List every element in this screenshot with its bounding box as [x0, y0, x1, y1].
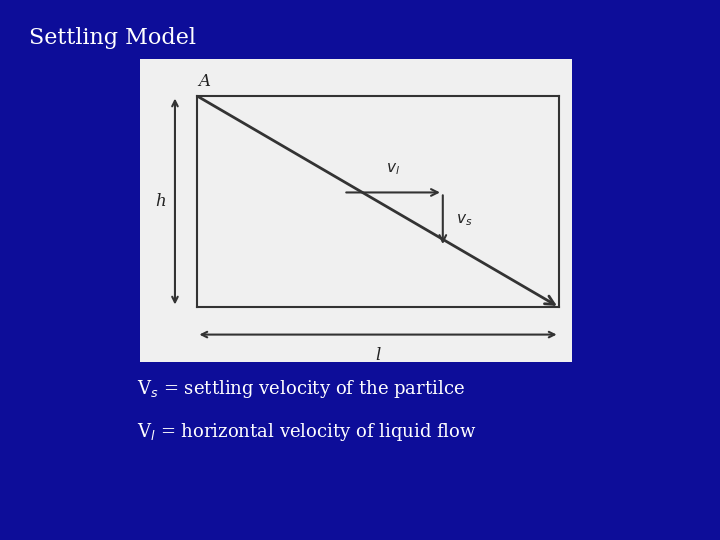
Text: V$_s$ = settling velocity of the partilce: V$_s$ = settling velocity of the partilc… — [137, 378, 464, 400]
Text: l: l — [375, 347, 381, 363]
Text: $v_s$: $v_s$ — [456, 212, 472, 227]
Text: A: A — [199, 73, 211, 90]
Text: Settling Model: Settling Model — [29, 27, 196, 49]
FancyBboxPatch shape — [140, 59, 572, 362]
Text: h: h — [156, 193, 166, 210]
Text: $v_l$: $v_l$ — [386, 161, 400, 177]
Text: V$_l$ = horizontal velocity of liquid flow: V$_l$ = horizontal velocity of liquid fl… — [137, 421, 477, 443]
